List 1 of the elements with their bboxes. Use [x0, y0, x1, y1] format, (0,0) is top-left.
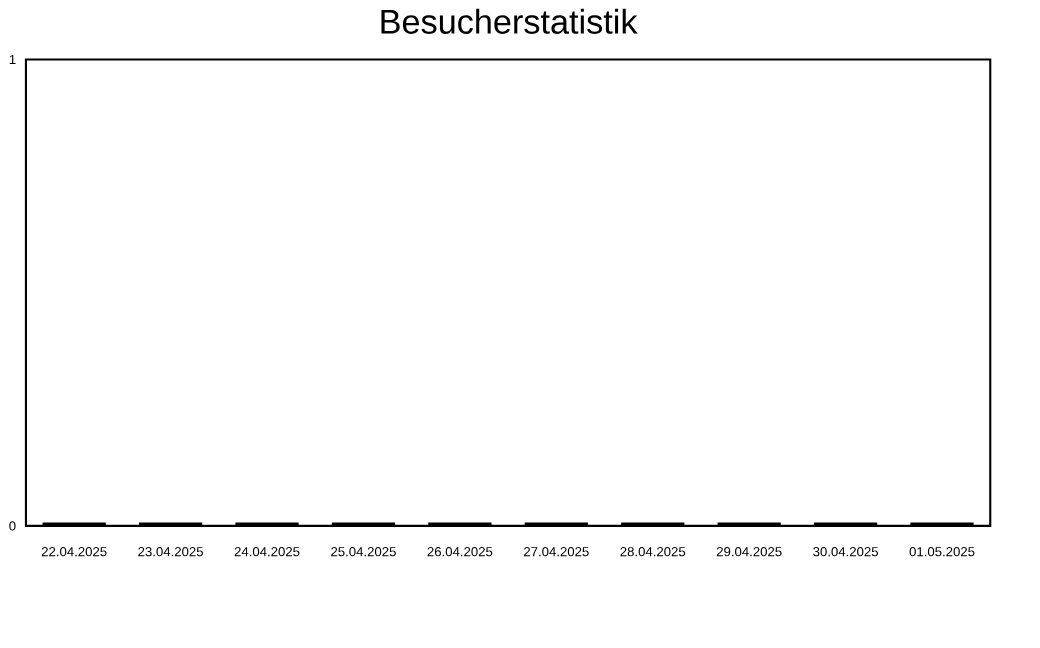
chart-title: Besucherstatistik	[381, 9, 638, 35]
